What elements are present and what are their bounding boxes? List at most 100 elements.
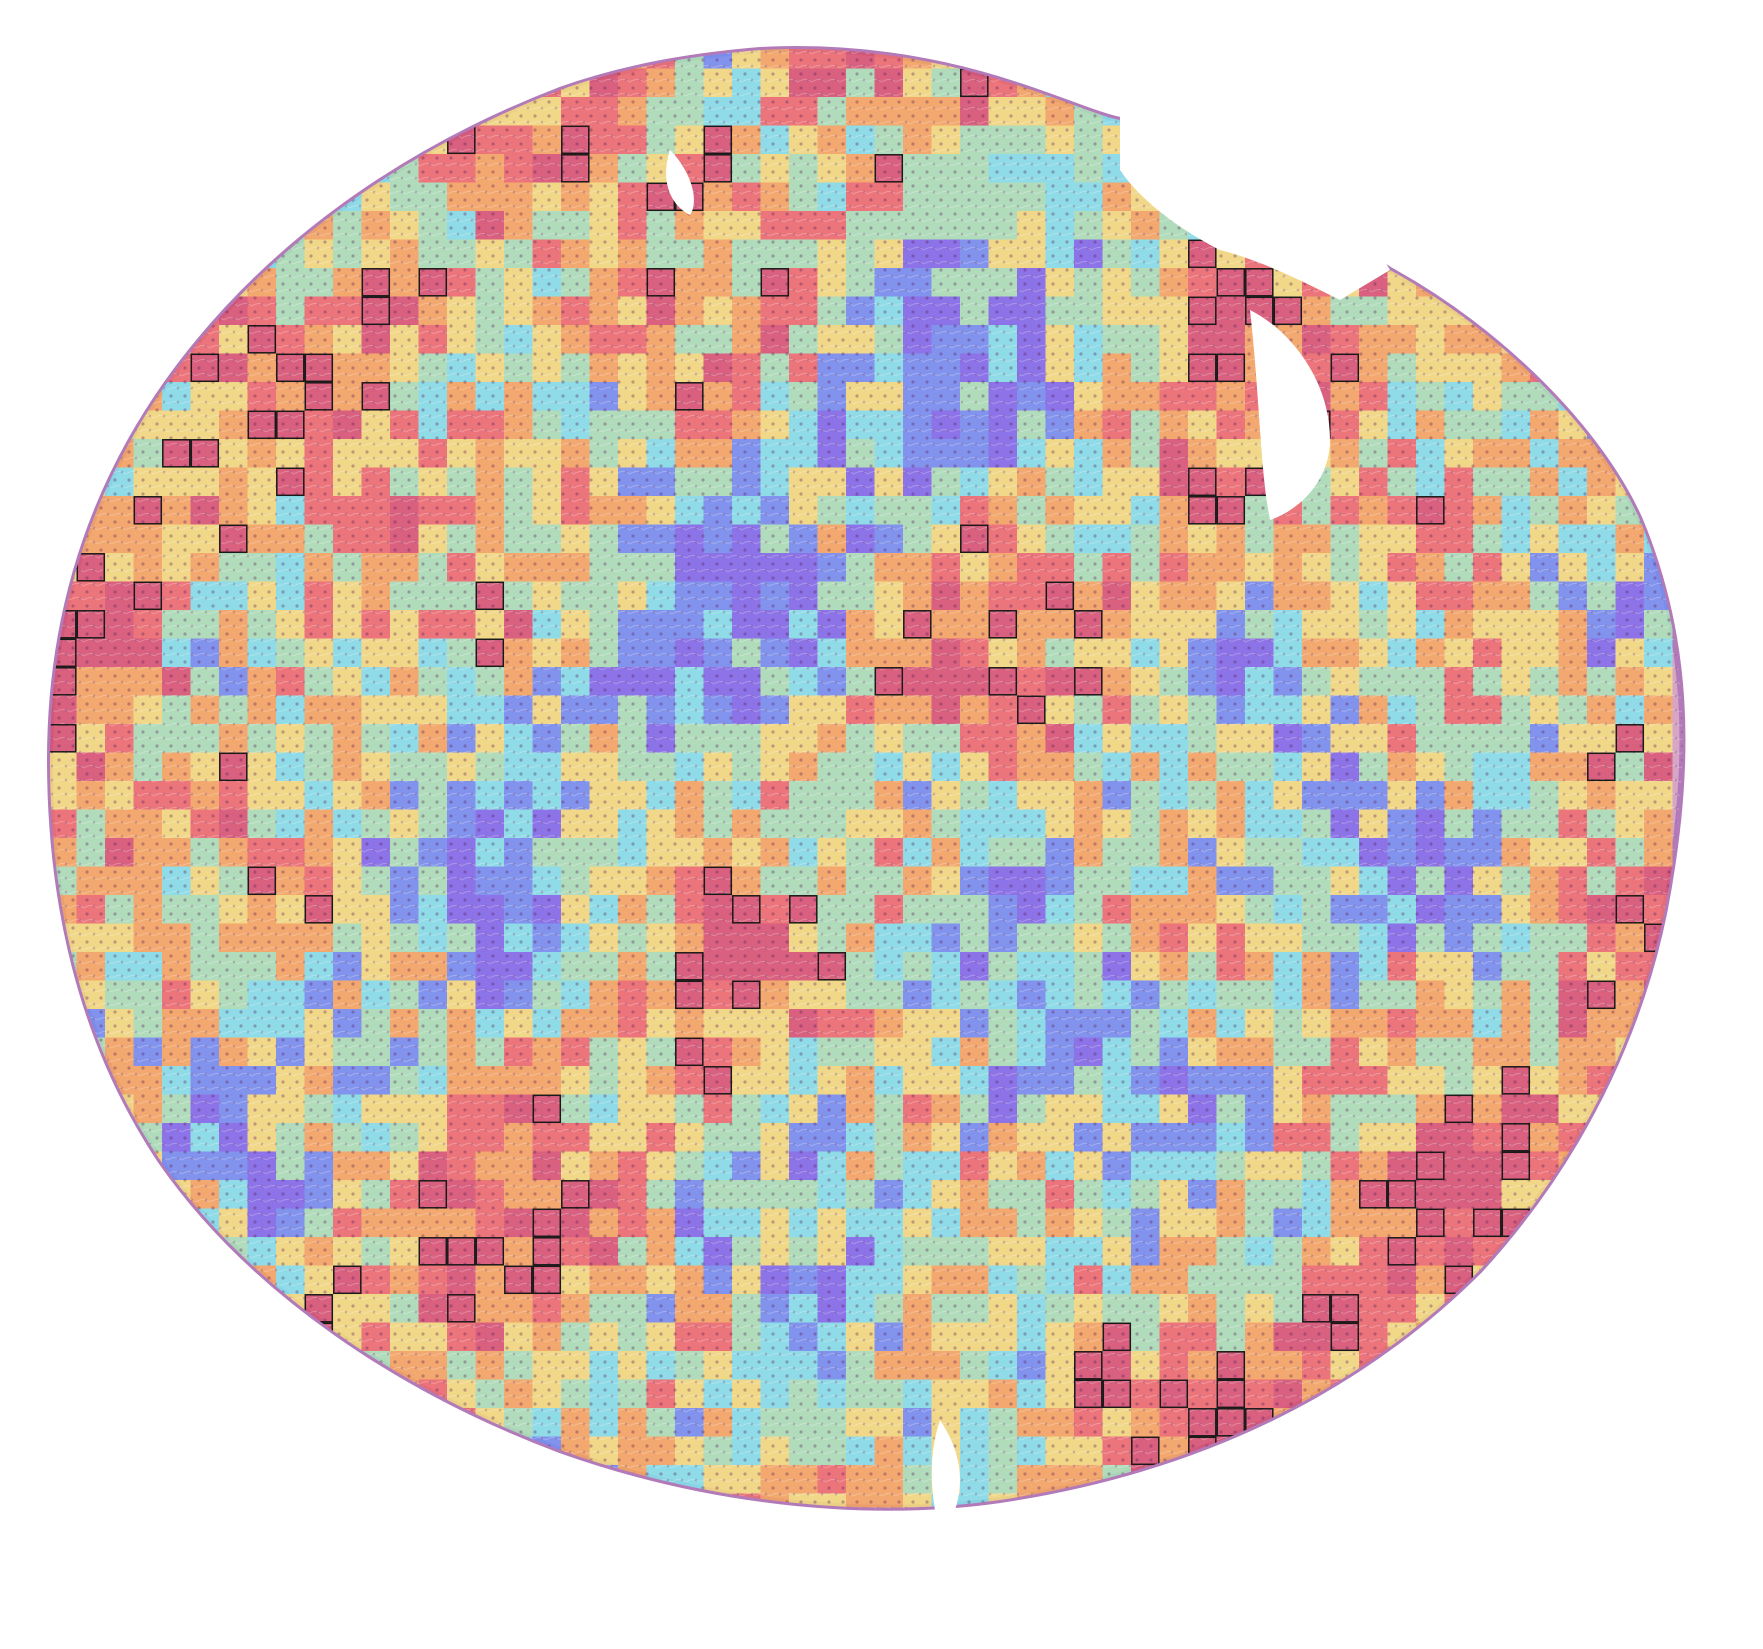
highlighted-tile: [447, 1294, 476, 1323]
highlighted-tile: [247, 325, 277, 354]
highlighted-tile: [1188, 496, 1217, 525]
highlighted-tile: [276, 353, 305, 383]
highlighted-tile: [50, 638, 77, 668]
highlighted-tile: [1330, 1322, 1360, 1352]
highlighted-tile: [1188, 353, 1217, 383]
highlighted-tile: [475, 638, 505, 668]
highlighted-tile: [1074, 1379, 1103, 1409]
highlighted-tile: [960, 524, 989, 554]
highlighted-tile: [276, 467, 305, 497]
highlighted-tile: [1102, 1379, 1132, 1409]
highlighted-tile: [76, 553, 106, 582]
highlighted-tile: [675, 980, 704, 1010]
highlighted-tile: [50, 667, 77, 696]
highlighted-tile: [219, 752, 248, 782]
highlighted-tile: [304, 353, 334, 383]
highlighted-tile: [1416, 1208, 1445, 1238]
highlighted-tile: [760, 268, 790, 297]
highlighted-tile: [817, 952, 847, 981]
tear-gap-inner: [1250, 310, 1330, 520]
highlighted-tile: [561, 154, 590, 183]
highlighted-tile: [190, 439, 220, 468]
highlighted-tile: [1216, 1379, 1246, 1409]
highlighted-tile: [1216, 268, 1246, 297]
highlighted-tile: [703, 866, 733, 896]
highlighted-tile: [190, 353, 220, 383]
highlighted-tile: [50, 724, 77, 753]
highlighted-tile: [1188, 296, 1217, 326]
highlighted-tile: [988, 667, 1018, 696]
highlighted-tile: [1587, 980, 1616, 1010]
highlighted-tile: [247, 410, 277, 440]
highlighted-tile: [1473, 1208, 1502, 1238]
highlighted-tile: [1188, 1408, 1217, 1437]
highlighted-tile: [1615, 895, 1645, 924]
tear-gap-top-right: [1120, 95, 1390, 300]
highlighted-tile: [732, 980, 761, 1010]
highlighted-tile: [1587, 752, 1616, 782]
highlighted-tile: [1131, 1436, 1160, 1466]
highlighted-tile: [361, 268, 391, 297]
highlighted-tile: [1416, 496, 1445, 525]
highlighted-tile: [1245, 268, 1274, 297]
highlighted-tile: [133, 581, 163, 611]
highlighted-tile: [561, 1180, 590, 1209]
highlighted-tile: [532, 1237, 562, 1266]
tissue-tear: [666, 95, 1390, 1510]
highlighted-tile: [874, 154, 904, 183]
highlighted-tile: [1216, 353, 1246, 383]
highlighted-tile: [1501, 1123, 1531, 1152]
highlighted-tile: [789, 895, 818, 924]
highlighted-tile: [675, 382, 704, 411]
highlighted-tile: [903, 610, 932, 639]
highlighted-tile: [1302, 1294, 1331, 1323]
tear-gap-top: [666, 150, 694, 215]
highlighted-tile: [1330, 1294, 1360, 1323]
highlighted-tile: [361, 296, 391, 326]
highlighted-tile: [1615, 724, 1645, 753]
highlighted-tile: [988, 610, 1018, 639]
highlighted-tile: [1216, 1351, 1246, 1380]
highlighted-tile: [1330, 353, 1360, 383]
highlighted-tile: [532, 1094, 562, 1124]
highlighted-tile: [703, 125, 733, 155]
highlighted-tile: [1074, 610, 1103, 639]
highlighted-tile: [675, 952, 704, 981]
highlighted-tile: [76, 610, 106, 639]
highlighted-tile: [1359, 1180, 1388, 1209]
highlighted-tile: [133, 496, 163, 525]
highlighted-tile: [1074, 1351, 1103, 1380]
highlighted-tile: [1102, 1322, 1132, 1352]
highlighted-tile: [1387, 1237, 1417, 1266]
highlighted-tile: [732, 895, 761, 924]
highlighted-tile: [561, 125, 590, 155]
highlighted-tile: [162, 439, 191, 468]
highlighted-tile: [418, 1180, 448, 1209]
highlighted-tile: [703, 154, 733, 183]
highlighted-tile: [1188, 467, 1217, 497]
highlighted-tile: [333, 1265, 362, 1295]
highlighted-tile: [1045, 581, 1075, 611]
highlighted-tile: [276, 410, 305, 440]
highlighted-tile: [532, 1208, 562, 1238]
highlighted-tile: [1216, 496, 1246, 525]
highlighted-tile: [219, 524, 248, 554]
highlighted-tile: [1273, 296, 1303, 326]
highlighted-tile: [1216, 1408, 1246, 1437]
highlighted-tile: [703, 1066, 733, 1095]
highlighted-tile: [874, 667, 904, 696]
highlighted-tile: [675, 1037, 704, 1067]
highlighted-tile: [504, 1265, 533, 1295]
highlighted-tile: [418, 1237, 448, 1266]
highlighted-tile: [361, 382, 391, 411]
highlighted-tile: [304, 382, 334, 411]
highlighted-tile: [1159, 1379, 1189, 1409]
highlighted-tile: [1444, 1094, 1474, 1124]
highlighted-tile: [418, 268, 448, 297]
highlighted-tile: [1017, 695, 1046, 725]
highlighted-tile: [1501, 1151, 1531, 1181]
highlighted-tile: [475, 1237, 505, 1266]
highlighted-tile: [1501, 1066, 1531, 1095]
highlighted-tile: [646, 268, 676, 297]
